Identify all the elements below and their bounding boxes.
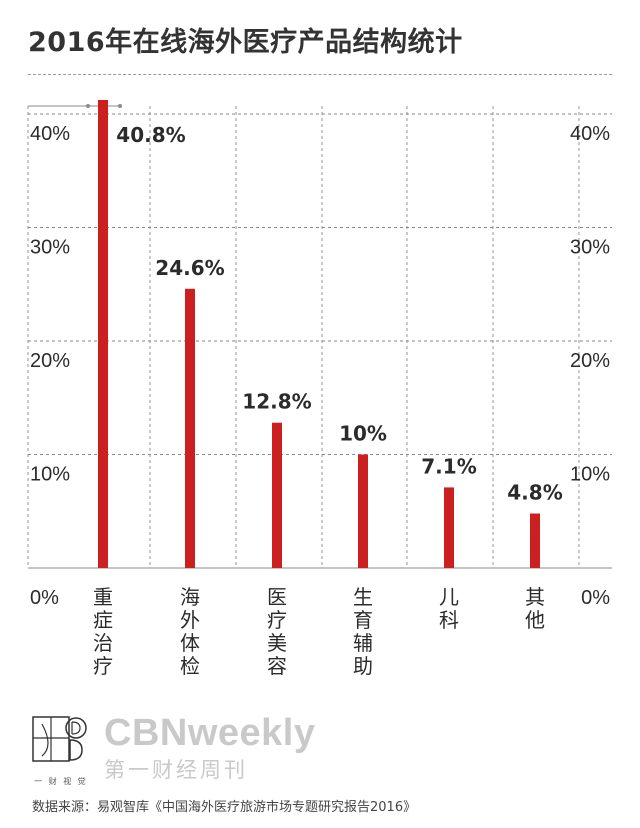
category-label: 其他 xyxy=(525,585,545,632)
bar xyxy=(358,454,368,568)
category-label: 医疗美容 xyxy=(267,585,287,678)
top-rule-dot-left xyxy=(86,104,90,108)
y-tick-label-right: 20% xyxy=(570,350,610,372)
category-label: 生育辅助 xyxy=(353,585,373,678)
category-label: 海外体检 xyxy=(180,585,200,678)
bar-value-label: 7.1% xyxy=(421,454,476,478)
title-divider xyxy=(28,74,612,75)
y-tick-label-right: 30% xyxy=(570,237,610,259)
bar-value-label: 40.8% xyxy=(116,123,185,147)
y-tick-label-left: 30% xyxy=(30,237,70,259)
logo-caption: 一 财 视 觉 xyxy=(34,777,88,786)
bar xyxy=(272,422,282,568)
bar-value-label: 4.8% xyxy=(507,481,562,505)
data-source-note: 数据来源：易观智库《中国海外医疗旅游市场专题研究报告2016》 xyxy=(32,800,417,815)
y-tick-label-right: 10% xyxy=(570,464,610,486)
brand-name-english: CBNweekly xyxy=(104,712,316,754)
brand-name-chinese: 第一财经周刊 xyxy=(104,758,248,782)
bar-value-label: 12.8% xyxy=(242,390,311,414)
bar-chart: 0% 0% 10% 10% 20% 20% 30% 30% 40% 40% 40.8% 重症治疗 24.… xyxy=(27,100,612,678)
y-tick-label-left: 0% xyxy=(30,587,59,609)
y-tick-label-left: 20% xyxy=(30,350,70,372)
bar xyxy=(185,288,195,568)
category-label: 儿科 xyxy=(439,585,459,632)
y-tick-label-right: 40% xyxy=(570,123,610,145)
chart-title: 2016年在线海外医疗产品结构统计 xyxy=(28,27,463,58)
bar xyxy=(530,513,540,568)
bar xyxy=(98,100,108,568)
top-rule-dot-right xyxy=(118,104,122,108)
y-tick-label-right: 0% xyxy=(581,587,610,609)
bar xyxy=(444,487,454,568)
y-tick-label-left: 40% xyxy=(30,123,70,145)
y-tick-label-left: 10% xyxy=(30,464,70,486)
bar-value-label: 10% xyxy=(339,422,387,446)
category-label: 重症治疗 xyxy=(93,585,113,678)
logo-icon xyxy=(32,716,90,774)
bar-value-label: 24.6% xyxy=(155,256,224,280)
